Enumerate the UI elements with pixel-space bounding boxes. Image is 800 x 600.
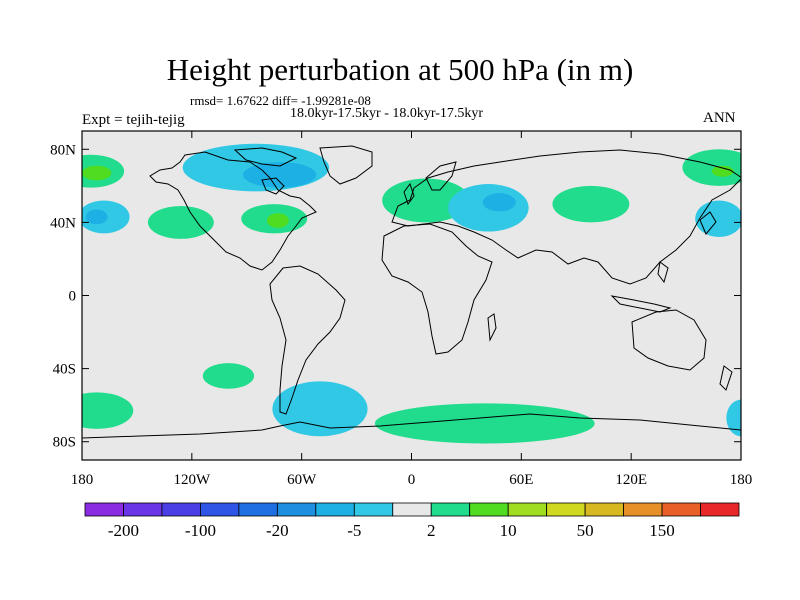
colorbar-swatch-10 [469, 502, 509, 517]
colorbar: -200 -100 -20 -5 2 10 50 150 [84, 502, 740, 540]
coastline-hudson-bay [261, 177, 285, 195]
coastlines [82, 145, 741, 439]
x-tick-label-6: 180 [730, 472, 753, 488]
contour-region-14 [266, 213, 289, 228]
coastline-greenland [319, 145, 373, 185]
colorbar-label-1: -100 [185, 521, 216, 540]
colorbar-label-6: 50 [577, 521, 594, 540]
chart-title: Height perturbation at 500 hPa (in m) [166, 52, 634, 87]
contour-region-8 [374, 403, 595, 444]
colorbar-swatch-15 [661, 502, 701, 517]
coastline-australia [631, 309, 707, 371]
coastline-south-america [269, 265, 346, 415]
contour-region-19 [85, 209, 108, 225]
colorbar-swatch-5 [276, 502, 317, 517]
colorbar-label-0: -200 [108, 521, 139, 540]
coastline-eurasia [391, 149, 741, 285]
colorbar-swatch-14 [623, 502, 663, 517]
coastline-indonesia [610, 295, 672, 313]
colorbar-swatch-0 [84, 502, 124, 517]
contour-region-11 [711, 165, 734, 177]
colorbar-swatch-12 [546, 502, 586, 517]
contour-region-4 [382, 178, 471, 223]
x-tick-label-5: 120E [615, 472, 647, 488]
colorbar-swatch-8 [392, 502, 432, 517]
colorbar-swatch-3 [200, 502, 240, 517]
coastline-new-zealand [719, 365, 733, 391]
coastline-japan [699, 211, 717, 235]
colorbar-swatch-13 [584, 502, 624, 517]
coastline-antarctica [82, 413, 741, 439]
y-tick-label-1: 40N [50, 215, 76, 231]
period-label: 18.0kyr-17.5kyr - 18.0kyr-17.5kyr [290, 106, 484, 121]
colorbar-swatch-1 [123, 502, 163, 517]
coastline-africa [381, 223, 493, 355]
x-tick-label-0: 180 [71, 472, 94, 488]
contour-region-17 [726, 399, 741, 437]
y-tick-label-2: 0 [69, 289, 77, 305]
coastline-north-america [149, 151, 317, 271]
contour-region-7 [82, 392, 134, 429]
x-tick-label-2: 60W [287, 472, 317, 488]
contour-region-13 [695, 200, 741, 238]
colorbar-label-7: 150 [649, 521, 675, 540]
contour-region-20 [482, 193, 516, 212]
colorbar-swatch-16 [700, 502, 740, 517]
colorbar-swatch-11 [507, 502, 548, 517]
axis-ticks: 180 120W 60W 0 60E 120E 180 80N 40N 0 40S 80S [50, 131, 752, 488]
coastline-madagascar [487, 313, 497, 342]
experiment-label: Expt = tejih-tejig [82, 112, 185, 128]
contour-region-2 [147, 205, 214, 239]
coastline-arctic-islands [233, 147, 298, 167]
season-label: ANN [703, 110, 736, 126]
colorbar-label-5: 10 [500, 521, 517, 540]
colorbar-swatch-2 [161, 502, 201, 517]
contour-region-5 [552, 185, 630, 223]
colorbar-swatch-7 [353, 502, 394, 517]
coastline-uk [403, 182, 415, 206]
y-tick-label-3: 40S [53, 362, 76, 378]
coastline-scandinavia [425, 161, 457, 191]
contour-region-16 [272, 381, 368, 437]
colorbar-swatch-6 [315, 502, 355, 517]
colorbar-swatch-4 [238, 502, 278, 517]
colorbar-label-3: -5 [347, 521, 361, 540]
x-tick-label-3: 0 [408, 472, 416, 488]
rmsd-stats: rmsd= 1.67622 diff= -1.99281e-08 [190, 93, 371, 108]
contour-regions [82, 143, 741, 444]
y-tick-label-4: 80S [53, 435, 76, 451]
x-tick-label-1: 120W [173, 472, 211, 488]
coastline-philippines [657, 261, 669, 284]
contour-region-10 [82, 165, 112, 181]
y-tick-label-0: 80N [50, 142, 76, 158]
colorbar-swatch-9 [430, 502, 471, 517]
contour-region-1 [682, 149, 741, 186]
colorbar-label-2: -20 [266, 521, 289, 540]
colorbar-label-4: 2 [427, 521, 436, 540]
contour-region-6 [202, 363, 255, 389]
x-tick-label-4: 60E [509, 472, 533, 488]
contour-region-18 [243, 162, 317, 188]
